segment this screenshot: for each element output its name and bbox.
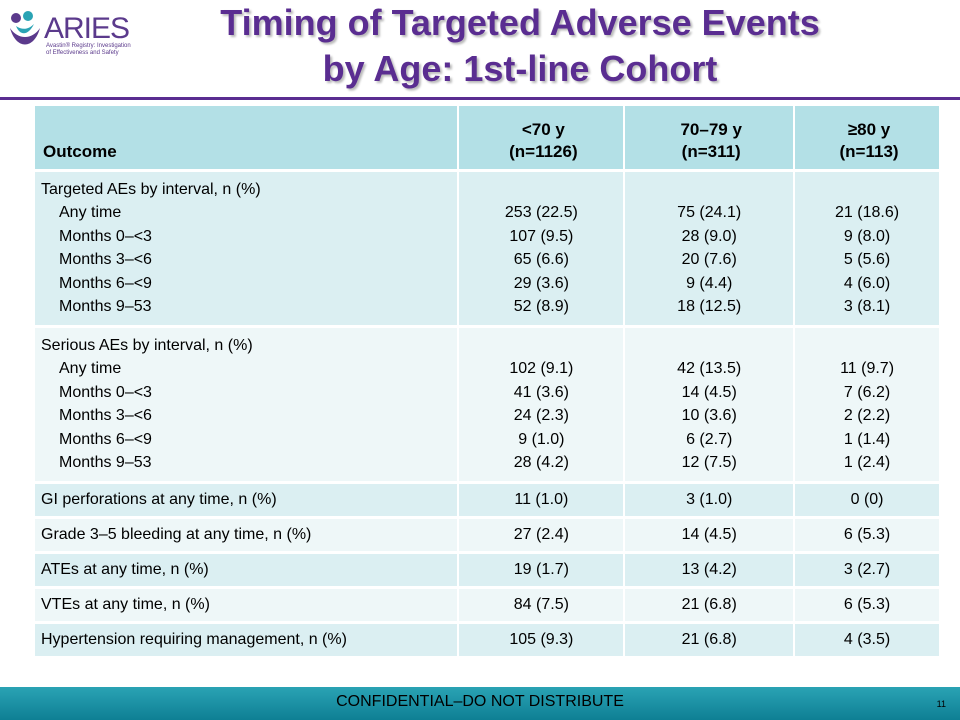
title-line-1: Timing of Targeted Adverse Events (220, 2, 820, 43)
logo-subtitle: Avastin® Registry: Investigation of Effe… (46, 43, 131, 56)
confidential-notice: CONFIDENTIAL–DO NOT DISTRIBUTE (336, 693, 624, 710)
cell-under-70: 19 (1.7) (458, 552, 626, 589)
cell-under-70: 105 (9.3) (458, 622, 626, 659)
table-row-bleeding: Grade 3–5 bleeding at any time, n (%) 27… (35, 517, 941, 554)
row-label: ATEs at any time, n (%) (35, 552, 460, 589)
cell-under-70: 84 (7.5) (458, 587, 626, 624)
cell-under-70: 253 (22.5) 107 (9.5) 65 (6.6) 29 (3.6) 52 (8… (458, 170, 626, 328)
cell-70-79: 21 (6.8) (624, 587, 796, 624)
col-header-80-plus: ≥80 y (n=113) (794, 106, 941, 172)
cell-80-plus: 11 (9.7) 7 (6.2) 2 (2.2) 1 (1.4) 1 (2.4) (794, 326, 941, 484)
adverse-events-table: Outcome <70 y (n=1126) 70–79 y (n=311) ≥80… (35, 106, 941, 659)
footer-bar: CONFIDENTIAL–DO NOT DISTRIBUTE 11 (0, 687, 960, 720)
table-row-ates: ATEs at any time, n (%) 19 (1.7) 13 (4.2… (35, 552, 941, 589)
cell-70-79: 14 (4.5) (624, 517, 796, 554)
table-row-gi-perforations: GI perforations at any time, n (%) 11 (1… (35, 482, 941, 519)
row-label: Hypertension requiring management, n (%) (35, 622, 460, 659)
cell-80-plus: 4 (3.5) (794, 622, 941, 659)
cell-70-79: 42 (13.5) 14 (4.5) 10 (3.6) 6 (2.7) 12 (7.5) (624, 326, 796, 484)
col-header-70-79: 70–79 y (n=311) (624, 106, 796, 172)
page-number: 11 (936, 699, 946, 709)
cell-80-plus: 0 (0) (794, 482, 941, 519)
cell-under-70: 11 (1.0) (458, 482, 626, 519)
table-row-targeted-aes: Targeted AEs by interval, n (%) Any time… (35, 170, 941, 328)
table-row-hypertension: Hypertension requiring management, n (%)… (35, 622, 941, 659)
logo-wordmark: ARIES (44, 12, 130, 45)
logo-mark-icon (10, 11, 40, 45)
cell-80-plus: 6 (5.3) (794, 587, 941, 624)
cell-70-79: 3 (1.0) (624, 482, 796, 519)
title-line-2: by Age: 1st-line Cohort (322, 48, 718, 89)
slide-title: Timing of Targeted Adverse Events by Age… (140, 0, 900, 92)
cell-70-79: 75 (24.1) 28 (9.0) 20 (7.6) 9 (4.4) 18 (12.5… (624, 170, 796, 328)
cell-under-70: 102 (9.1) 41 (3.6) 24 (2.3) 9 (1.0) 28 (4.2) (458, 326, 626, 484)
cell-80-plus: 6 (5.3) (794, 517, 941, 554)
cell-70-79: 13 (4.2) (624, 552, 796, 589)
cell-80-plus: 21 (18.6) 9 (8.0) 5 (5.6) 4 (6.0) 3 (8.1) (794, 170, 941, 328)
title-divider (0, 97, 960, 100)
table-header-row: Outcome <70 y (n=1126) 70–79 y (n=311) ≥80… (35, 106, 941, 172)
table-row-serious-aes: Serious AEs by interval, n (%) Any time … (35, 326, 941, 484)
row-label: Grade 3–5 bleeding at any time, n (%) (35, 517, 460, 554)
row-label: GI perforations at any time, n (%) (35, 482, 460, 519)
col-header-outcome: Outcome (35, 106, 460, 172)
table-row-vtes: VTEs at any time, n (%) 84 (7.5) 21 (6.8… (35, 587, 941, 624)
row-label-group: Targeted AEs by interval, n (%) Any time… (35, 170, 460, 328)
row-label: VTEs at any time, n (%) (35, 587, 460, 624)
row-label-group: Serious AEs by interval, n (%) Any time … (35, 326, 460, 484)
cell-70-79: 21 (6.8) (624, 622, 796, 659)
col-header-under-70: <70 y (n=1126) (458, 106, 626, 172)
cell-80-plus: 3 (2.7) (794, 552, 941, 589)
aries-logo: ARIES Avastin® Registry: Investigation o… (6, 10, 131, 60)
cell-under-70: 27 (2.4) (458, 517, 626, 554)
